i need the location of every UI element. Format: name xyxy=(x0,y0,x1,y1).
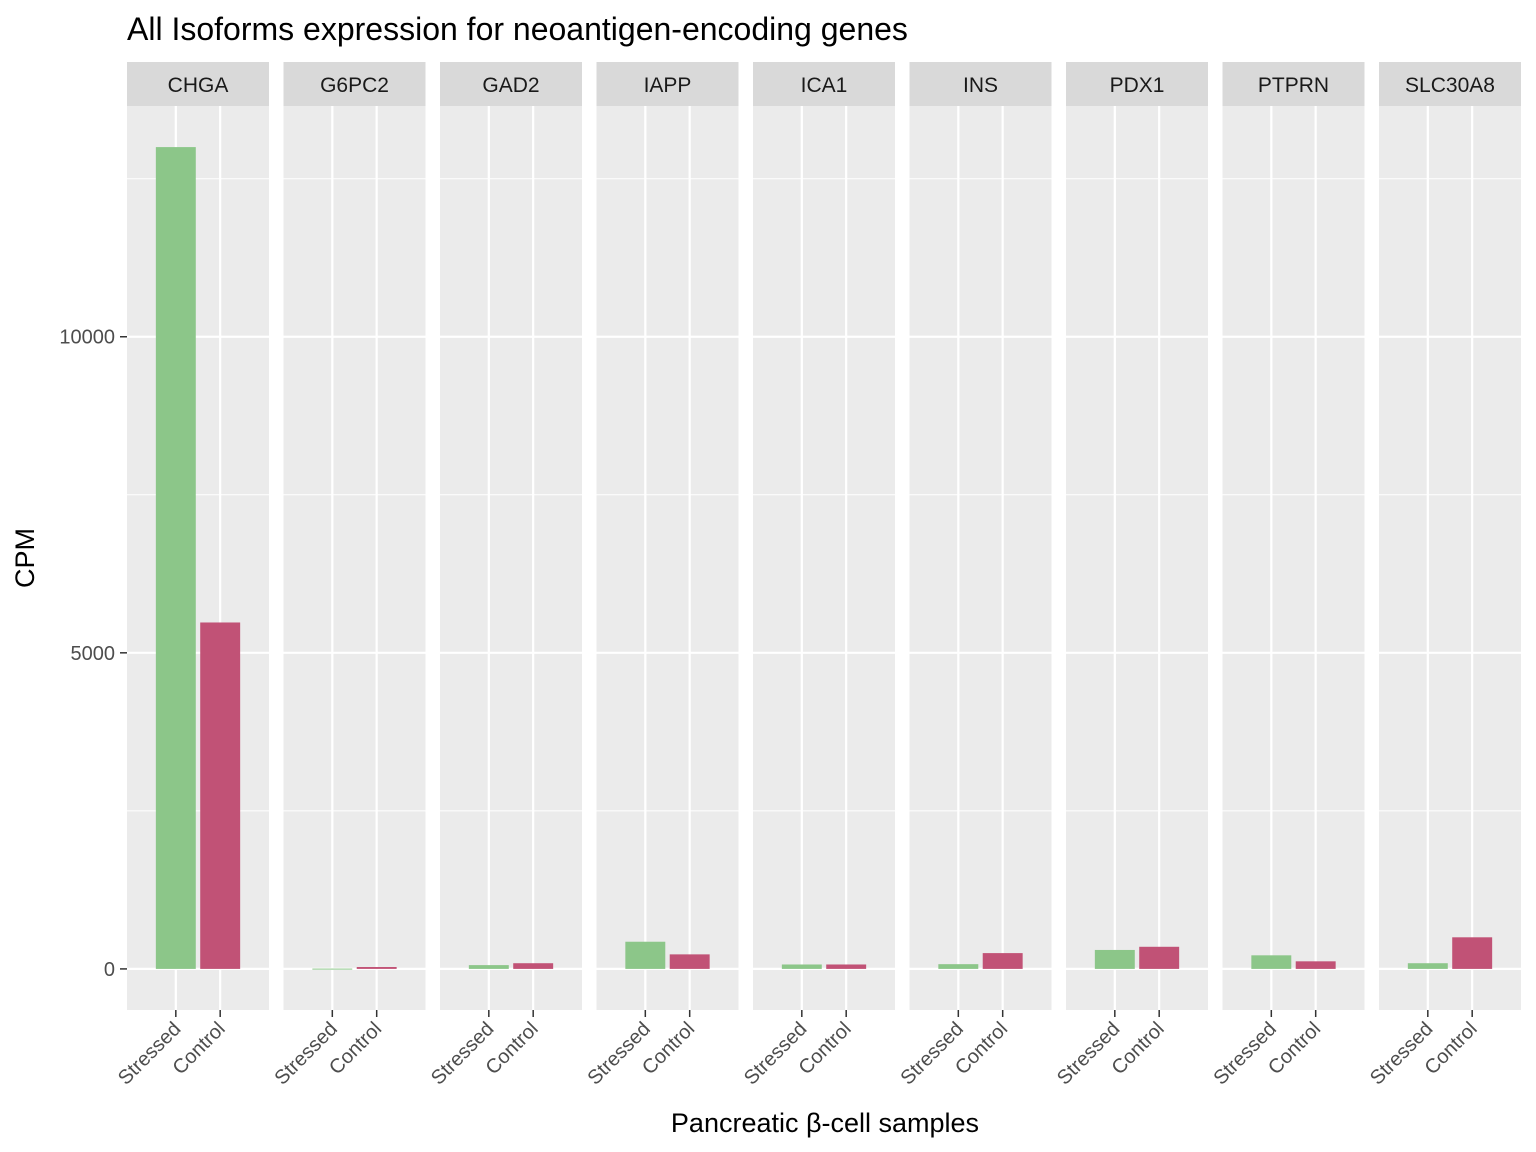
y-axis-title: CPM xyxy=(10,528,40,588)
panel-background xyxy=(753,106,895,1010)
x-tick-label: Stressed xyxy=(1053,1018,1124,1089)
bar-pdx1-control xyxy=(1139,946,1180,969)
facet-strip xyxy=(1066,62,1208,106)
facet-strip xyxy=(596,62,739,106)
y-axis: 0 5000 10000 xyxy=(59,327,127,981)
bar-ins-stressed xyxy=(938,964,979,969)
x-tick-label: Stressed xyxy=(740,1018,811,1089)
bar-pdx1-stressed xyxy=(1094,949,1135,969)
bar-ica1-control xyxy=(826,964,867,969)
x-tick-label: Stressed xyxy=(114,1018,185,1089)
panel-background xyxy=(1066,106,1208,1010)
y-tick-label: 5000 xyxy=(71,643,116,665)
bar-slc30a8-stressed xyxy=(1407,963,1448,969)
panel-background xyxy=(127,106,269,1010)
facet-strip xyxy=(283,62,426,106)
bar-g6pc2-stressed xyxy=(312,968,353,970)
bar-iapp-control xyxy=(669,954,710,969)
facet-strip xyxy=(753,62,895,106)
x-tick-label: Stressed xyxy=(427,1018,498,1089)
x-tick-label: Stressed xyxy=(1209,1018,1280,1089)
facet-strip xyxy=(909,62,1052,106)
bar-gad2-stressed xyxy=(468,965,509,969)
bar-iapp-stressed xyxy=(625,941,666,969)
bar-chga-stressed xyxy=(155,147,196,969)
facet-strip-label: IAPP xyxy=(644,74,692,97)
bar-ica1-stressed xyxy=(781,964,822,969)
facet-strip-label: PTPRN xyxy=(1258,74,1329,97)
panel-background xyxy=(1222,106,1365,1010)
bar-g6pc2-control xyxy=(356,967,397,969)
facet-strip-label: GAD2 xyxy=(482,74,539,97)
facet-strip-label: INS xyxy=(963,74,998,97)
bar-ptprn-control xyxy=(1295,961,1336,969)
bar-ptprn-stressed xyxy=(1251,955,1292,969)
panel-background xyxy=(283,106,426,1010)
panel-background xyxy=(440,106,582,1010)
chart-title: All Isoforms expression for neoantigen-e… xyxy=(127,11,908,47)
panel-background xyxy=(596,106,739,1010)
facet-strip-label: ICA1 xyxy=(801,74,848,97)
facet-panels: CHGAStressedControlG6PC2StressedControlG… xyxy=(114,62,1521,1089)
x-tick-label: Stressed xyxy=(896,1018,967,1089)
facet-strip-label: CHGA xyxy=(168,74,229,97)
x-tick-label: Stressed xyxy=(270,1018,341,1089)
facet-strip xyxy=(440,62,582,106)
facet-strip xyxy=(127,62,269,106)
bar-ins-control xyxy=(982,953,1023,969)
x-axis-title: Pancreatic β-cell samples xyxy=(671,1108,979,1138)
facet-strip xyxy=(1222,62,1365,106)
facet-strip-label: PDX1 xyxy=(1110,74,1165,97)
panel-background xyxy=(1379,106,1521,1010)
x-tick-label: Stressed xyxy=(1366,1018,1437,1089)
bar-gad2-control xyxy=(513,963,554,969)
y-tick-label: 10000 xyxy=(59,327,115,349)
panel-background xyxy=(909,106,1052,1010)
facet-strip-label: SLC30A8 xyxy=(1405,74,1495,97)
x-tick-label: Stressed xyxy=(583,1018,654,1089)
bar-slc30a8-control xyxy=(1452,937,1493,969)
facet-strip xyxy=(1379,62,1521,106)
y-tick-label: 0 xyxy=(104,959,115,981)
bar-chga-control xyxy=(200,622,241,969)
facet-strip-label: G6PC2 xyxy=(320,74,389,97)
